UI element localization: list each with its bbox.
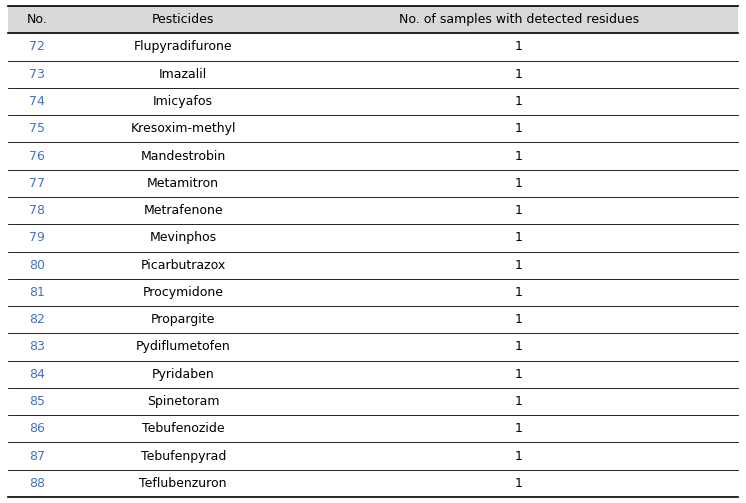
Text: 1: 1 [515,341,523,354]
Text: Pesticides: Pesticides [152,13,214,26]
Text: 1: 1 [515,313,523,326]
Text: 73: 73 [29,68,46,80]
Text: 78: 78 [29,204,46,217]
Text: 1: 1 [515,450,523,463]
Text: 1: 1 [515,40,523,53]
Bar [8,6,738,33]
Text: 72: 72 [29,40,46,53]
Text: 1: 1 [515,368,523,381]
Text: Propargite: Propargite [151,313,216,326]
Text: 81: 81 [29,286,46,299]
Text: 88: 88 [29,477,46,490]
Text: Procymidone: Procymidone [142,286,224,299]
Text: 1: 1 [515,149,523,162]
Text: 1: 1 [515,177,523,190]
Text: Flupyradifurone: Flupyradifurone [134,40,233,53]
Text: Kresoxim-methyl: Kresoxim-methyl [131,122,236,135]
Text: 1: 1 [515,477,523,490]
Text: Imazalil: Imazalil [159,68,207,80]
Text: 75: 75 [29,122,46,135]
Text: No. of samples with detected residues: No. of samples with detected residues [399,13,639,26]
Text: 1: 1 [515,95,523,108]
Text: Tebufenpyrad: Tebufenpyrad [140,450,226,463]
Text: Pydiflumetofen: Pydiflumetofen [136,341,231,354]
Text: 1: 1 [515,231,523,244]
Text: Picarbutrazox: Picarbutrazox [140,259,226,272]
Text: 1: 1 [515,423,523,435]
Text: 1: 1 [515,68,523,80]
Text: 1: 1 [515,259,523,272]
Text: Metamitron: Metamitron [147,177,219,190]
Text: Mandestrobin: Mandestrobin [140,149,226,162]
Text: 74: 74 [29,95,46,108]
Text: Spinetoram: Spinetoram [147,395,219,408]
Text: Pyridaben: Pyridaben [152,368,215,381]
Text: No.: No. [27,13,48,26]
Text: Tebufenozide: Tebufenozide [142,423,225,435]
Text: 76: 76 [29,149,46,162]
Text: 1: 1 [515,122,523,135]
Text: 84: 84 [29,368,46,381]
Text: Imicyafos: Imicyafos [153,95,213,108]
Text: Metrafenone: Metrafenone [143,204,223,217]
Text: 1: 1 [515,286,523,299]
Text: Teflubenzuron: Teflubenzuron [140,477,227,490]
Text: 77: 77 [29,177,46,190]
Text: 83: 83 [29,341,46,354]
Text: 79: 79 [29,231,46,244]
Text: 80: 80 [29,259,46,272]
Text: 82: 82 [29,313,46,326]
Text: 87: 87 [29,450,46,463]
Text: 1: 1 [515,395,523,408]
Text: 1: 1 [515,204,523,217]
Text: Mevinphos: Mevinphos [150,231,217,244]
Text: 85: 85 [29,395,46,408]
Text: 86: 86 [29,423,46,435]
